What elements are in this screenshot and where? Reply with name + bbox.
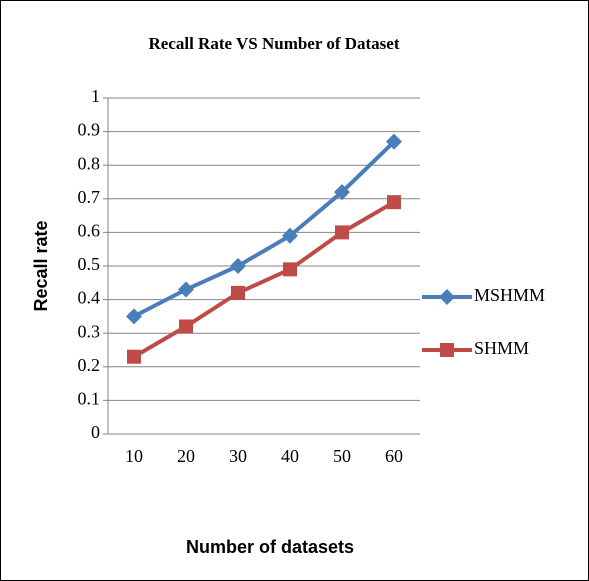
- y-tick-label: 0.2: [78, 355, 101, 375]
- x-tick-label: 60: [385, 446, 403, 466]
- marker: [178, 281, 194, 298]
- y-tick-label: 0.4: [78, 288, 101, 308]
- x-tick-label: 50: [333, 446, 351, 466]
- marker: [386, 133, 402, 150]
- marker: [282, 227, 298, 244]
- x-tick-label: 10: [125, 446, 143, 466]
- y-tick-label: 1: [91, 86, 100, 106]
- y-tick-label: 0.6: [78, 221, 101, 241]
- y-tick-label: 0.9: [78, 120, 101, 140]
- legend-label: SHMM: [474, 338, 529, 358]
- series-line: [133, 140, 396, 319]
- marker: [283, 262, 297, 277]
- marker: [439, 289, 455, 305]
- marker: [335, 225, 349, 240]
- series-line: [132, 200, 396, 359]
- marker: [440, 343, 454, 357]
- y-tick-label: 0.7: [78, 187, 101, 207]
- y-tick-label: 0.8: [78, 153, 101, 173]
- y-tick-label: 0.3: [78, 321, 101, 341]
- marker: [230, 258, 246, 274]
- marker: [231, 285, 245, 300]
- y-axis-label: Recall rate: [31, 220, 51, 311]
- y-tick-label: 0.1: [78, 389, 101, 409]
- legend-label: MSHMM: [474, 285, 545, 305]
- marker: [334, 184, 350, 201]
- y-tick-label: 0: [91, 422, 100, 442]
- x-axis-label: Number of datasets: [186, 537, 354, 557]
- x-tick-label: 40: [281, 446, 299, 466]
- marker: [387, 195, 401, 210]
- y-tick-label: 0.5: [78, 254, 101, 274]
- chart-title: Recall Rate VS Number of Dataset: [148, 34, 399, 53]
- marker: [127, 349, 141, 364]
- marker: [179, 319, 193, 334]
- marker: [126, 308, 142, 325]
- x-tick-label: 20: [177, 446, 195, 466]
- x-tick-label: 30: [229, 446, 247, 466]
